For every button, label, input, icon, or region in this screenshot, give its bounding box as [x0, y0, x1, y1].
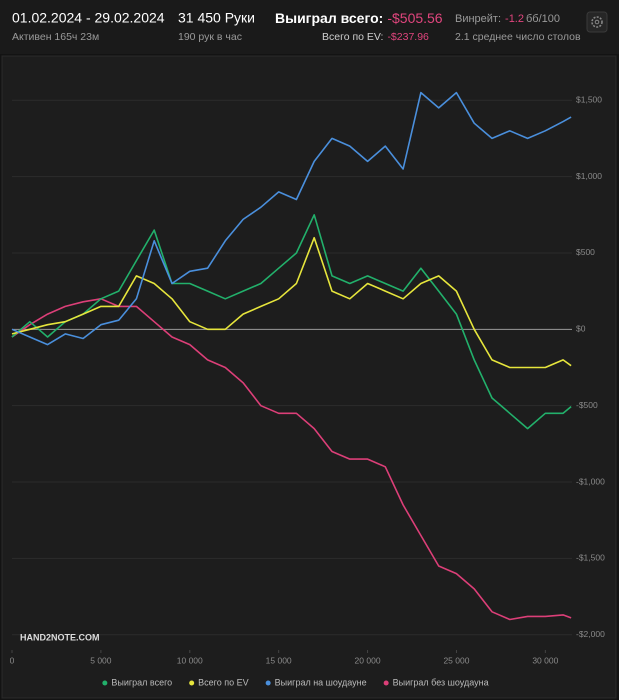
- ev-label: Всего по EV:: [322, 31, 383, 43]
- y-tick-label: $500: [576, 247, 595, 257]
- winrate: Винрейт: -1.2 бб/100: [455, 13, 560, 25]
- legend-item: Выиграл без шоудауна: [383, 677, 489, 687]
- winrate-label: Винрейт:: [455, 13, 501, 25]
- lines: [11, 91, 572, 621]
- x-tick-label: 30 000: [532, 655, 558, 665]
- legend-label: Выиграл всего: [111, 677, 172, 687]
- date-range: 01.02.2024 - 29.02.2024: [12, 10, 165, 26]
- x-tick-label: 0: [10, 655, 15, 665]
- ev-total: Всего по EV: -$237.96: [322, 31, 429, 43]
- legend-item: Выиграл на шоудауне: [265, 677, 367, 687]
- hands-per-hour: 190 рук в час: [178, 31, 242, 43]
- settings-box[interactable]: [586, 11, 608, 33]
- gear-icon[interactable]: [591, 16, 603, 28]
- legend-item: Выиграл всего: [102, 677, 172, 687]
- x-tick-label: 5 000: [90, 655, 112, 665]
- y-tick-label: -$1,000: [576, 476, 605, 486]
- x-tick-label: 15 000: [266, 655, 292, 665]
- logo: HAND2NOTE.COM: [20, 632, 100, 642]
- y-tick-label: $0: [576, 324, 586, 334]
- winrate-unit: бб/100: [526, 13, 560, 25]
- legend-swatch: [189, 680, 195, 686]
- legend-label: Всего по EV: [198, 677, 248, 687]
- legend: Выиграл всего Всего по EV Выиграл на шоуда…: [102, 677, 489, 687]
- legend-label: Выиграл без шоудауна: [393, 677, 489, 687]
- x-tick-label: 10 000: [177, 655, 203, 665]
- series-line: [11, 298, 572, 621]
- series-line: [11, 236, 572, 369]
- x-tick-label: 20 000: [355, 655, 381, 665]
- won-label: Выиграл всего:: [275, 10, 383, 26]
- ev-value: -$237.96: [387, 31, 429, 43]
- settings-button[interactable]: [586, 11, 608, 33]
- x-tick-label: 25 000: [443, 655, 469, 665]
- y-tick-label: -$2,000: [576, 629, 605, 639]
- series-line: [11, 214, 572, 430]
- y-tick-label: $1,000: [576, 171, 602, 181]
- header-bg: [0, 0, 619, 54]
- avg-tables: 2.1 среднее число столов: [455, 31, 581, 43]
- y-tick-label: -$500: [576, 400, 598, 410]
- y-tick-label: $1,500: [576, 95, 602, 105]
- series-line: [11, 91, 572, 346]
- won-value: -$505.56: [387, 10, 442, 26]
- legend-label: Выиграл на шоудауне: [275, 677, 367, 687]
- active-time: Активен 165ч 23м: [12, 31, 99, 43]
- hands: 31 450 Руки: [178, 10, 255, 26]
- won-total: Выиграл всего: -$505.56: [275, 10, 443, 26]
- panel-bg: [1, 55, 617, 699]
- winrate-value: -1.2: [505, 13, 524, 25]
- legend-swatch: [265, 680, 271, 686]
- legend-swatch: [102, 680, 108, 686]
- legend-item: Всего по EV: [189, 677, 249, 687]
- y-tick-label: -$1,500: [576, 553, 605, 563]
- axes: -$2,000 -$1,500 -$1,000 -$500 $0 $500 $1,000 $1…: [10, 95, 605, 666]
- gear-center[interactable]: [594, 19, 600, 25]
- legend-swatch: [383, 680, 389, 686]
